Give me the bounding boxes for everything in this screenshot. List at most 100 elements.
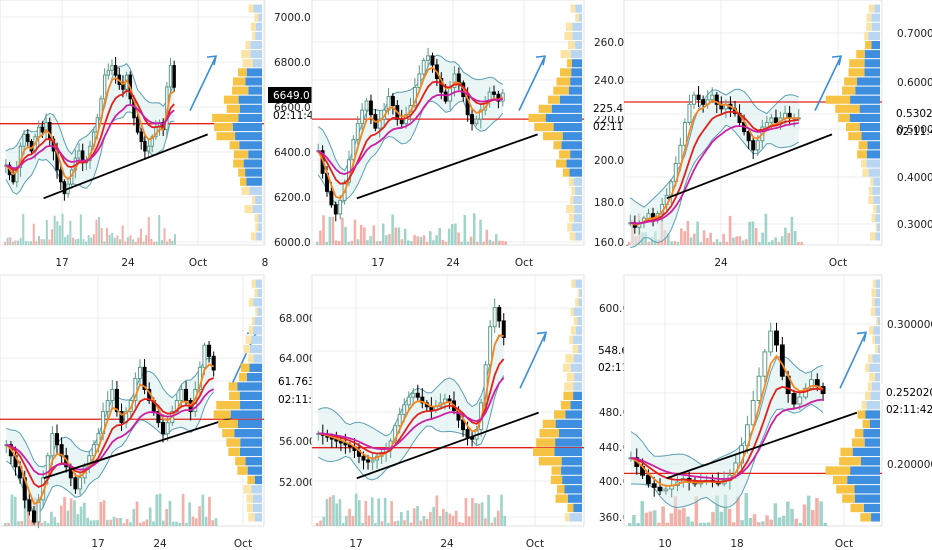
volume-bar	[422, 516, 426, 526]
volume-profile-sell	[232, 77, 246, 86]
candle-body	[415, 392, 420, 398]
volume-profile-sell	[865, 363, 870, 372]
volume-bar	[347, 241, 350, 245]
volume-bar	[50, 511, 53, 526]
volume-profile-buy	[562, 475, 582, 485]
volume-profile-buy	[864, 68, 880, 77]
ema-mid-line	[630, 385, 824, 483]
volume-bar	[370, 497, 374, 526]
volume-bar	[22, 213, 25, 245]
candle-body	[114, 388, 119, 413]
candle-body	[692, 94, 697, 105]
volume-profile-buy	[573, 195, 582, 205]
volume-profile-buy	[238, 95, 262, 104]
volume-profile-sell	[557, 485, 565, 494]
candle-body	[96, 433, 101, 446]
countdown-label: 02:11:42	[273, 110, 320, 122]
volume-bar	[765, 515, 769, 526]
volume-profile-sell	[229, 391, 240, 400]
volume-profile-buy	[235, 132, 262, 141]
volume-profile-sell	[869, 326, 874, 335]
volume-bar	[364, 500, 368, 526]
volume-bar	[385, 235, 388, 245]
volume-bar	[366, 240, 369, 245]
candle-body	[791, 393, 797, 405]
y-tick-label: 240.00	[594, 75, 631, 87]
volume-profile-buy	[249, 186, 262, 195]
volume-profile-sell	[564, 382, 574, 391]
volume-bar	[367, 515, 371, 526]
volume-bar	[328, 216, 332, 245]
volume-profile-buy	[874, 335, 880, 344]
candle-body	[390, 96, 395, 107]
projection-arrow	[519, 332, 547, 389]
volume-bar	[735, 236, 738, 245]
candle-body	[430, 55, 435, 66]
x-tick-label: Oct	[189, 257, 207, 269]
bollinger-upper	[318, 334, 504, 437]
volume-profile-buy	[866, 401, 880, 410]
volume-profile-buy	[573, 177, 582, 186]
volume-bar	[11, 241, 14, 245]
volume-bar	[488, 239, 492, 245]
volume-bar	[83, 502, 86, 526]
projection-arrow	[839, 332, 867, 389]
volume-bar	[341, 522, 345, 526]
volume-profile-sell	[248, 354, 254, 363]
y-tick-label: 360.0	[599, 512, 629, 524]
volume-profile-sell	[212, 113, 239, 122]
volume-bar	[10, 494, 14, 526]
volume-bar	[9, 237, 12, 245]
volume-profile-sell	[214, 123, 233, 132]
volume-profile-buy	[234, 429, 262, 438]
volume-profile-buy	[864, 59, 880, 68]
volume-profile-buy	[245, 77, 262, 86]
volume-profile-sell	[252, 195, 256, 205]
volume-profile-buy	[867, 141, 880, 150]
volume-profile-sell	[857, 150, 867, 159]
x-tick-label: Oct	[234, 538, 252, 550]
volume-bar	[374, 522, 377, 526]
x-tick-label: 10	[658, 538, 671, 550]
volume-bar	[699, 241, 703, 245]
candle-body	[179, 388, 184, 402]
volume-bar	[61, 213, 64, 245]
candle-body	[779, 344, 785, 377]
volume-bar	[819, 501, 823, 526]
volume-bar	[669, 513, 674, 526]
volume-bar	[670, 241, 673, 245]
volume-bar	[683, 231, 686, 245]
volume-profile-sell	[543, 132, 563, 141]
ema-mid-line	[5, 377, 215, 489]
volume-bar	[69, 220, 72, 245]
volume-profile-buy	[239, 391, 262, 400]
volume-profile-sell	[873, 205, 877, 214]
volume-profile-sell	[228, 382, 238, 391]
volume-bar	[640, 501, 645, 526]
volume-bar	[40, 239, 43, 245]
volume-bar	[628, 241, 631, 245]
volume-profile-buy	[854, 494, 880, 503]
x-tick-label: Oct	[835, 538, 853, 550]
volume-profile-buy	[573, 354, 582, 363]
volume-profile-sell	[240, 363, 250, 372]
volume-profile-sell	[865, 391, 871, 400]
volume-bar	[380, 521, 384, 526]
volume-bar	[145, 235, 148, 245]
volume-bar	[79, 506, 83, 526]
volume-profile-buy	[251, 335, 262, 344]
volume-bar	[403, 520, 406, 526]
volume-profile-buy	[562, 132, 582, 141]
volume-bar	[150, 238, 153, 245]
volume-bar	[122, 522, 126, 526]
candle-body	[809, 379, 814, 389]
volume-bar	[764, 213, 768, 245]
volume-bar	[648, 511, 653, 526]
volume-profile-buy	[877, 344, 880, 354]
volume-bar	[71, 237, 74, 245]
volume-profile-sell	[573, 316, 578, 326]
volume-bar	[381, 223, 385, 245]
volume-profile-sell	[565, 22, 573, 31]
volume-profile-buy	[250, 344, 262, 354]
